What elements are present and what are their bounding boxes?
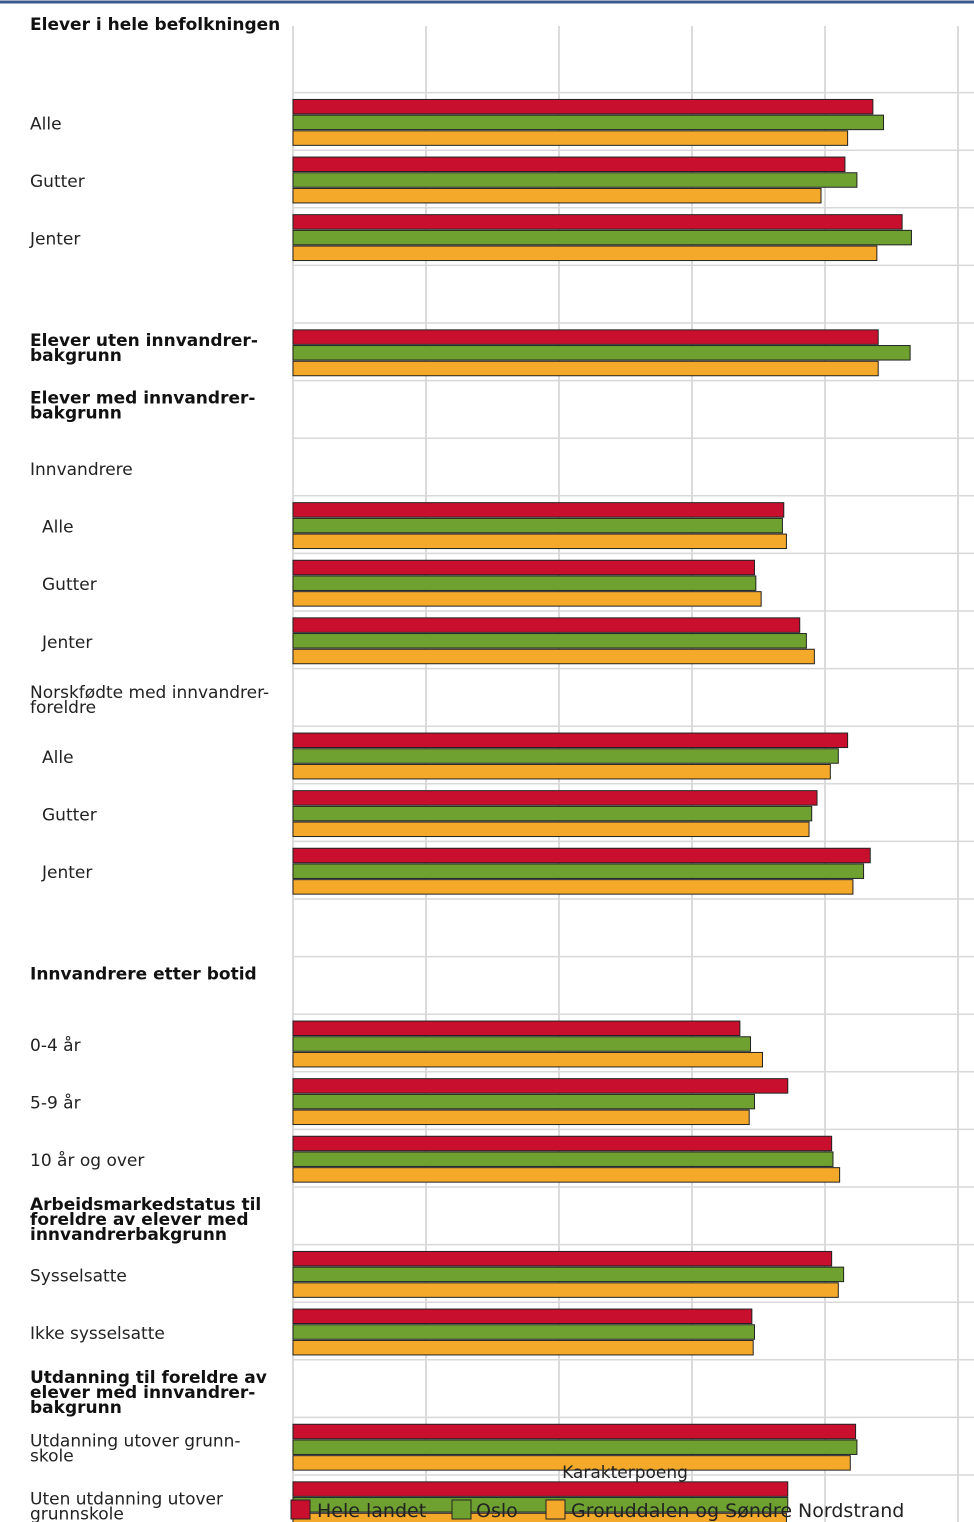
category-label: 10 år og over [30,1150,144,1171]
bar-oslo [292,1036,752,1052]
category-label: Jenter [29,230,80,250]
bar-hele-landet [292,559,756,576]
bar-groruddalen-og-s-ndre-nordstrand [292,879,854,895]
category-label: 0-4 år [30,1035,81,1056]
bar-groruddalen-og-s-ndre-nordstrand [292,360,879,377]
bar-hele-landet [292,1423,857,1440]
bar-hele-landet [292,847,871,864]
group-heading: Elever uten innvandrer-bakgrunn [30,331,258,366]
bar-groruddalen-og-s-ndre-nordstrand [292,533,787,550]
bar-hele-landet [292,98,874,115]
bar-groruddalen-og-s-ndre-nordstrand [292,1339,754,1356]
bar-hele-landet [292,329,879,345]
category-label: Alle [42,748,74,768]
category-label: Jenter [41,863,92,883]
bar-oslo [292,1093,756,1110]
bar-hele-landet [292,502,785,518]
bar-hele-landet [292,617,801,633]
x-axis-label: Karakterpoeng [562,1463,688,1483]
legend-swatch [290,1499,311,1520]
bar-groruddalen-og-s-ndre-nordstrand [292,1282,839,1298]
category-label: Ikke sysselsatte [30,1324,165,1344]
bar-oslo [292,1151,834,1167]
category-label: Gutter [30,172,85,192]
category-label: Alle [42,518,74,538]
category-label: Innvandrere [30,460,133,480]
bar-oslo [292,1324,756,1340]
category-label: Uten utdanning utover grunnskole [30,1489,223,1522]
bar-hele-landet [292,156,846,173]
bar-oslo [292,345,911,361]
legend-label: Oslo [476,1500,518,1522]
legend-label: Groruddalen og Søndre Nordstrand [571,1500,904,1522]
bar-groruddalen-og-s-ndre-nordstrand [292,130,849,146]
category-label: Utdanning utover grunn-skole [30,1432,241,1467]
bar-hele-landet [292,790,818,806]
group-heading: Elever med innvandrer-bakgrunn [30,389,255,424]
group-heading: Utdanning til foreldre av elever med innv… [30,1368,267,1418]
category-label: Jenter [41,633,92,653]
category-label: Alle [30,114,62,134]
group-heading: Arbeidsmarkedstatus til foreldre av eleve… [30,1195,261,1245]
bar-oslo [292,863,865,879]
bar-oslo [292,114,885,131]
bar-hele-landet [292,1020,741,1037]
category-label: 5-9 år [30,1093,81,1114]
bar-oslo [292,633,807,649]
bar-groruddalen-og-s-ndre-nordstrand [292,763,831,780]
bar-hele-landet [292,1078,789,1094]
bar-groruddalen-og-s-ndre-nordstrand [292,1051,763,1068]
bar-hele-landet [292,1250,833,1267]
bar-groruddalen-og-s-ndre-nordstrand [292,591,762,607]
bar-groruddalen-og-s-ndre-nordstrand [292,1109,750,1126]
bar-hele-landet [292,1135,833,1152]
bar-groruddalen-og-s-ndre-nordstrand [292,1455,851,1471]
category-label: Sysselsatte [30,1266,127,1286]
bar-oslo [292,575,757,591]
category-label: Gutter [42,575,97,595]
bar-hele-landet [292,1481,789,1497]
group-heading: Innvandrere etter botid [30,965,257,985]
legend-label: Hele landet [317,1500,426,1522]
bar-groruddalen-og-s-ndre-nordstrand [292,1167,841,1183]
legend-swatch [545,1499,566,1520]
legend: Hele landet Oslo Groruddalen og Søndre Nor… [290,1499,904,1522]
bars-layer [292,98,912,1522]
bar-groruddalen-og-s-ndre-nordstrand [292,187,822,204]
category-labels: Elever i hele befolkningen Alle Gutter Jent… [29,15,280,1522]
legend-swatch [451,1499,472,1520]
bar-oslo [292,1439,858,1455]
category-label: Norskfødte med innvandrer-foreldre [30,683,269,718]
bar-hele-landet [292,214,903,230]
bar-oslo [292,517,783,534]
bar-groruddalen-og-s-ndre-nordstrand [292,821,810,838]
bar-hele-landet [292,1308,753,1325]
bar-oslo [292,748,839,764]
bar-oslo [292,172,858,188]
bar-oslo [292,805,813,822]
grid-layer [292,26,974,1522]
bar-oslo [292,229,912,246]
group-heading: Elever i hele befolkningen [30,15,280,35]
bar-groruddalen-og-s-ndre-nordstrand [292,1512,787,1522]
bar-oslo [292,1266,845,1283]
bar-groruddalen-og-s-ndre-nordstrand [292,648,815,665]
bar-hele-landet [292,732,849,749]
bar-groruddalen-og-s-ndre-nordstrand [292,245,878,262]
category-label: Gutter [42,806,97,826]
